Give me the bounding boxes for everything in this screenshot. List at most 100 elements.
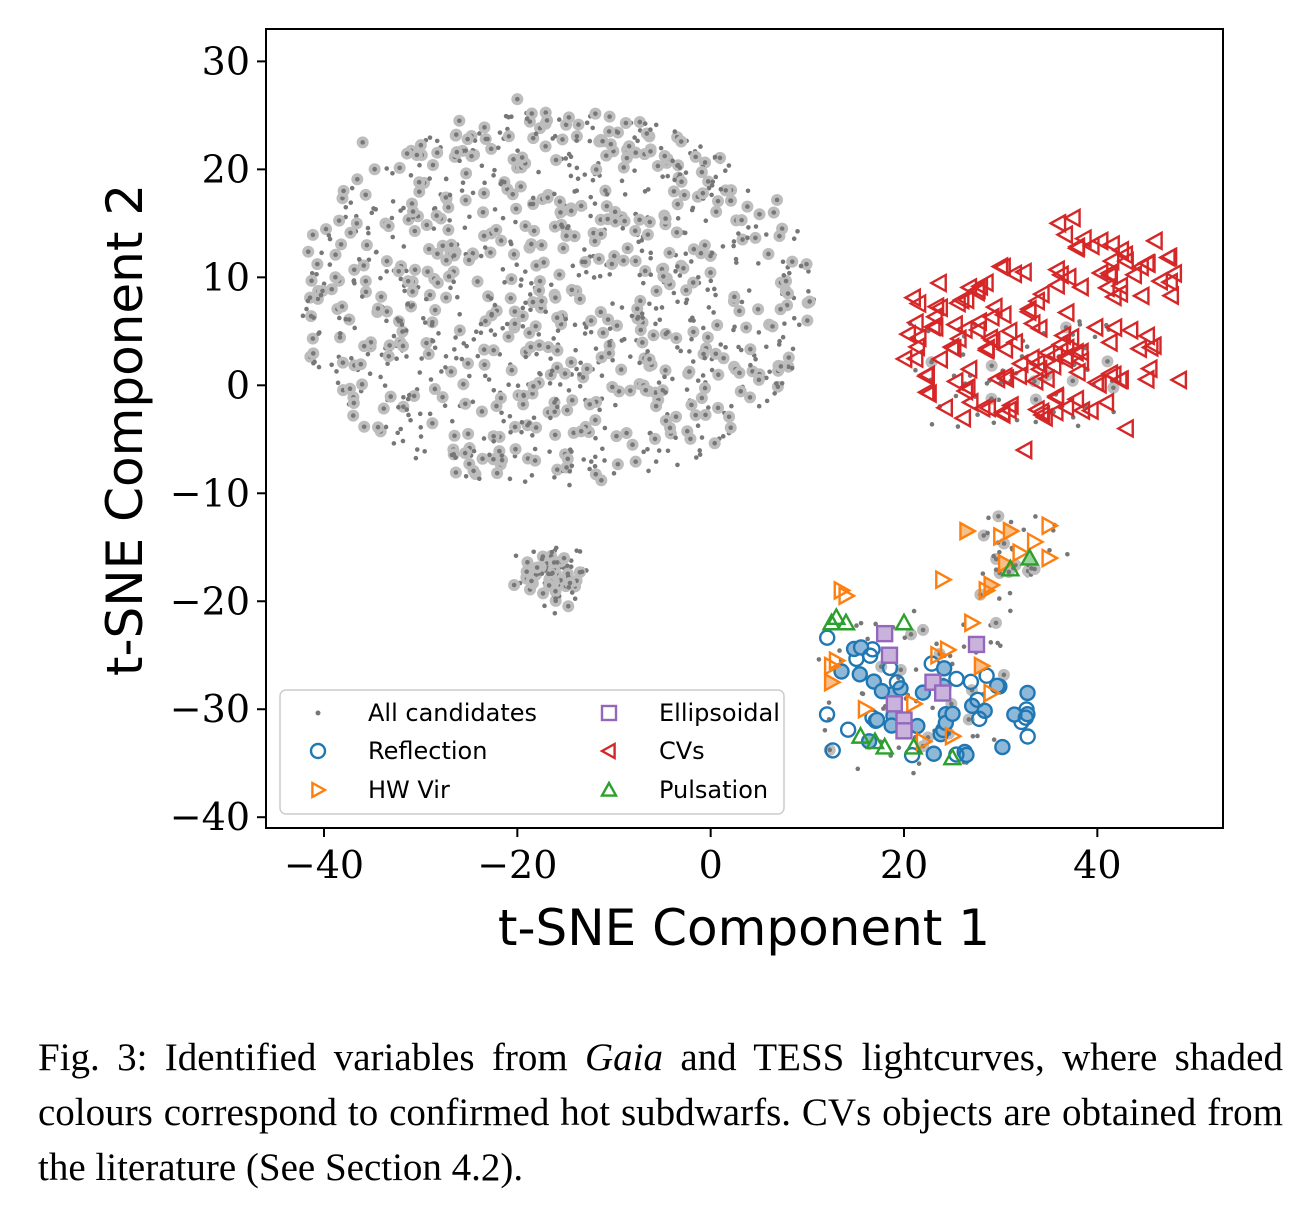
candidate-point — [713, 209, 719, 215]
reflection-marker — [818, 706, 836, 723]
candidate-point — [783, 278, 789, 284]
candidate-point — [550, 570, 555, 576]
candidate-point — [300, 313, 306, 319]
candidate-point — [304, 306, 309, 312]
candidate-point — [620, 226, 626, 231]
candidate-point — [709, 183, 715, 188]
candidate-point — [457, 158, 462, 164]
cv-marker — [1026, 291, 1046, 312]
cv-marker — [1066, 389, 1085, 410]
candidate-point — [737, 308, 742, 314]
candidate-point — [500, 267, 506, 272]
candidate-point — [412, 228, 418, 234]
candidate-point — [709, 367, 715, 373]
candidate-point — [340, 360, 346, 365]
candidate-point — [593, 346, 599, 351]
candidate-point — [446, 274, 452, 279]
cv-marker — [975, 272, 994, 293]
candidate-point — [404, 268, 409, 274]
candidate-point — [764, 398, 770, 404]
x-tick-label: −20 — [477, 843, 557, 887]
candidate-point — [444, 258, 449, 263]
y-tick-label: −20 — [170, 579, 250, 623]
candidate-point — [633, 459, 638, 464]
candidate-point — [309, 278, 314, 284]
candidate-point — [406, 392, 412, 398]
candidate-point — [494, 403, 499, 409]
candidate-point — [547, 381, 553, 386]
caption-part-1: Fig. 3: Identified variables from — [38, 1036, 586, 1079]
candidate-point — [697, 452, 703, 457]
candidate-point — [898, 667, 904, 673]
candidate-point — [574, 548, 579, 553]
candidate-point — [453, 470, 459, 475]
candidate-point — [552, 409, 557, 415]
candidate-point — [1008, 608, 1013, 614]
candidate-point — [552, 610, 558, 616]
candidate-point — [520, 402, 526, 407]
cv-marker — [1099, 332, 1118, 353]
candidate-point — [527, 330, 532, 336]
candidate-point — [736, 231, 741, 236]
candidate-point — [597, 273, 603, 279]
candidate-point — [1032, 378, 1037, 384]
candidate-point — [335, 380, 341, 386]
candidate-point — [429, 322, 435, 328]
candidate-point — [1033, 419, 1039, 425]
candidate-point — [566, 603, 571, 609]
candidate-point — [389, 215, 395, 221]
candidate-point — [305, 298, 311, 304]
candidate-point — [449, 452, 455, 458]
candidate-point — [750, 369, 755, 374]
candidate-point — [763, 232, 769, 237]
candidate-point — [351, 267, 357, 273]
hw-vir-marker — [915, 731, 934, 752]
candidate-point — [642, 268, 648, 274]
plot-frame — [265, 28, 1224, 829]
candidate-point — [663, 418, 669, 424]
candidate-point — [651, 332, 656, 338]
candidate-point — [534, 263, 539, 268]
candidate-point — [401, 205, 406, 211]
candidate-point — [653, 403, 659, 409]
candidate-point — [580, 375, 586, 380]
candidate-point — [543, 144, 548, 149]
candidate-point — [688, 436, 693, 442]
candidate-point — [997, 549, 1002, 555]
figure-caption: Fig. 3: Identified variables from Gaia a… — [38, 1030, 1283, 1195]
candidate-point — [637, 272, 643, 278]
candidate-point — [420, 315, 426, 321]
candidate-point — [366, 230, 371, 236]
candidate-point — [772, 391, 777, 396]
hw-vir-marker — [1026, 531, 1045, 552]
candidate-point — [756, 377, 762, 383]
candidate-point — [635, 314, 641, 320]
candidate-point — [695, 423, 701, 429]
candidate-point — [648, 127, 653, 132]
cv-marker — [1050, 334, 1069, 355]
candidate-point — [600, 330, 606, 336]
candidate-point — [550, 136, 556, 141]
candidate-point — [465, 361, 471, 366]
candidate-point — [563, 122, 569, 128]
candidate-point — [718, 186, 724, 192]
candidate-point — [574, 366, 579, 372]
candidate-point — [481, 233, 487, 239]
cv-marker — [999, 321, 1018, 342]
cv-marker — [1159, 246, 1178, 267]
candidate-point — [690, 205, 696, 211]
candidate-point — [590, 125, 596, 131]
candidate-point — [572, 322, 578, 328]
candidate-point — [621, 165, 627, 170]
candidate-point — [383, 424, 389, 430]
candidate-point — [582, 172, 588, 177]
candidate-point — [1077, 319, 1082, 324]
candidate-point — [336, 315, 342, 321]
candidate-point — [748, 346, 753, 352]
candidate-point — [513, 219, 518, 225]
reflection-marker — [971, 710, 988, 728]
candidate-point — [485, 136, 490, 142]
candidate-point — [414, 447, 420, 452]
candidate-point — [675, 264, 680, 269]
cv-marker — [1144, 230, 1163, 251]
